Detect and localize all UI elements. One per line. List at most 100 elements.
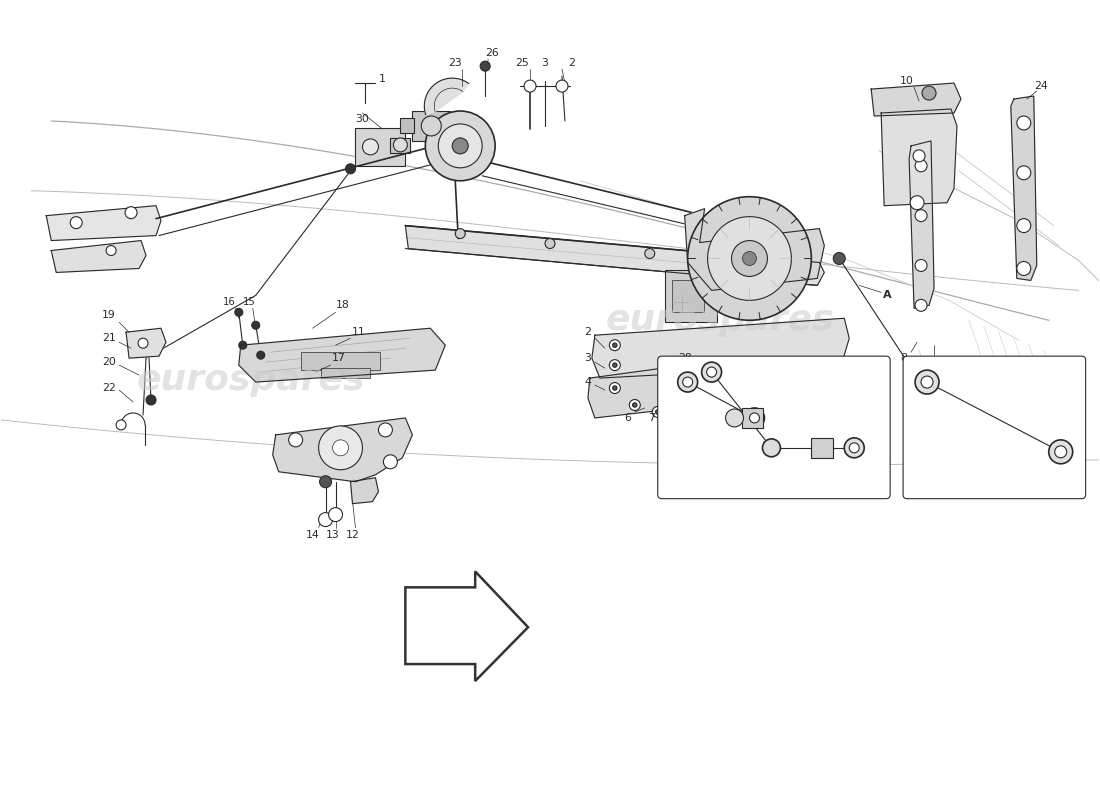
Text: 23: 23 bbox=[449, 58, 462, 68]
Polygon shape bbox=[909, 141, 934, 308]
Text: A: A bbox=[883, 290, 891, 300]
Text: 9: 9 bbox=[927, 357, 935, 367]
Circle shape bbox=[613, 343, 617, 347]
Circle shape bbox=[256, 351, 265, 359]
Circle shape bbox=[438, 124, 482, 168]
Bar bbox=[320, 368, 371, 378]
Circle shape bbox=[332, 440, 349, 456]
Circle shape bbox=[672, 410, 676, 414]
Circle shape bbox=[915, 299, 927, 311]
Text: eurospares: eurospares bbox=[136, 363, 365, 397]
Circle shape bbox=[749, 413, 759, 423]
Circle shape bbox=[329, 508, 342, 522]
Circle shape bbox=[394, 138, 407, 152]
Text: 21: 21 bbox=[102, 334, 116, 343]
Circle shape bbox=[239, 342, 246, 349]
Text: 26: 26 bbox=[485, 48, 499, 58]
Circle shape bbox=[125, 206, 138, 218]
Text: 29: 29 bbox=[748, 457, 761, 466]
Circle shape bbox=[745, 258, 755, 267]
FancyBboxPatch shape bbox=[903, 356, 1086, 498]
Circle shape bbox=[345, 164, 355, 174]
Text: 14: 14 bbox=[306, 530, 319, 539]
Text: 6: 6 bbox=[625, 413, 631, 423]
Text: 24: 24 bbox=[1034, 81, 1047, 91]
Circle shape bbox=[915, 160, 927, 172]
Circle shape bbox=[234, 308, 243, 316]
Circle shape bbox=[707, 217, 791, 300]
Text: 13: 13 bbox=[326, 530, 340, 539]
Bar bbox=[390, 138, 410, 153]
Text: 2: 2 bbox=[569, 58, 575, 68]
Circle shape bbox=[629, 399, 640, 410]
Circle shape bbox=[1016, 218, 1031, 233]
Circle shape bbox=[910, 196, 924, 210]
Circle shape bbox=[378, 423, 393, 437]
Circle shape bbox=[1016, 166, 1031, 180]
Polygon shape bbox=[425, 78, 469, 114]
Circle shape bbox=[915, 259, 927, 271]
Text: 28: 28 bbox=[678, 353, 692, 363]
Circle shape bbox=[544, 238, 556, 249]
Polygon shape bbox=[684, 209, 824, 290]
Bar bbox=[400, 118, 415, 133]
Polygon shape bbox=[587, 365, 690, 418]
Text: 22: 22 bbox=[102, 383, 116, 393]
Text: 11: 11 bbox=[352, 327, 365, 338]
Circle shape bbox=[70, 217, 82, 229]
Circle shape bbox=[669, 406, 680, 418]
Circle shape bbox=[1016, 116, 1031, 130]
Text: 16: 16 bbox=[222, 298, 235, 307]
Bar bbox=[300, 352, 381, 370]
Text: 18: 18 bbox=[336, 300, 350, 310]
Bar bbox=[664, 270, 716, 322]
Text: 30: 30 bbox=[355, 114, 370, 124]
Circle shape bbox=[613, 363, 617, 367]
Polygon shape bbox=[432, 126, 482, 169]
Circle shape bbox=[1055, 446, 1067, 458]
Bar bbox=[412, 111, 450, 141]
Text: 10: 10 bbox=[900, 76, 914, 86]
Bar bbox=[355, 128, 406, 166]
Circle shape bbox=[915, 370, 939, 394]
Polygon shape bbox=[406, 571, 528, 681]
Text: 5: 5 bbox=[669, 413, 675, 423]
Circle shape bbox=[556, 80, 568, 92]
Polygon shape bbox=[1011, 96, 1037, 281]
Text: 25: 25 bbox=[515, 58, 529, 68]
Circle shape bbox=[706, 367, 716, 377]
Text: 29: 29 bbox=[792, 367, 806, 377]
Circle shape bbox=[1016, 262, 1031, 275]
Circle shape bbox=[652, 406, 663, 418]
Text: 3: 3 bbox=[541, 58, 549, 68]
Circle shape bbox=[762, 439, 780, 457]
Circle shape bbox=[609, 382, 620, 394]
Circle shape bbox=[745, 408, 764, 428]
Text: 8: 8 bbox=[901, 353, 908, 363]
Circle shape bbox=[609, 340, 620, 350]
Circle shape bbox=[913, 150, 925, 162]
Circle shape bbox=[688, 197, 812, 320]
Circle shape bbox=[656, 410, 660, 414]
Text: 19: 19 bbox=[102, 310, 116, 320]
Circle shape bbox=[106, 246, 117, 255]
Circle shape bbox=[524, 80, 536, 92]
Circle shape bbox=[117, 420, 126, 430]
Circle shape bbox=[845, 438, 865, 458]
Circle shape bbox=[742, 251, 757, 266]
Bar bbox=[812, 438, 834, 458]
FancyBboxPatch shape bbox=[658, 356, 890, 498]
Text: 15: 15 bbox=[242, 298, 255, 307]
Polygon shape bbox=[239, 328, 446, 382]
Text: 17: 17 bbox=[332, 353, 345, 363]
Circle shape bbox=[613, 386, 617, 390]
Circle shape bbox=[452, 138, 469, 154]
Circle shape bbox=[146, 395, 156, 405]
Circle shape bbox=[426, 111, 495, 181]
Circle shape bbox=[678, 372, 697, 392]
Circle shape bbox=[849, 443, 859, 453]
Circle shape bbox=[319, 426, 363, 470]
Polygon shape bbox=[126, 328, 166, 358]
Text: 27: 27 bbox=[964, 367, 978, 377]
Circle shape bbox=[726, 409, 744, 427]
